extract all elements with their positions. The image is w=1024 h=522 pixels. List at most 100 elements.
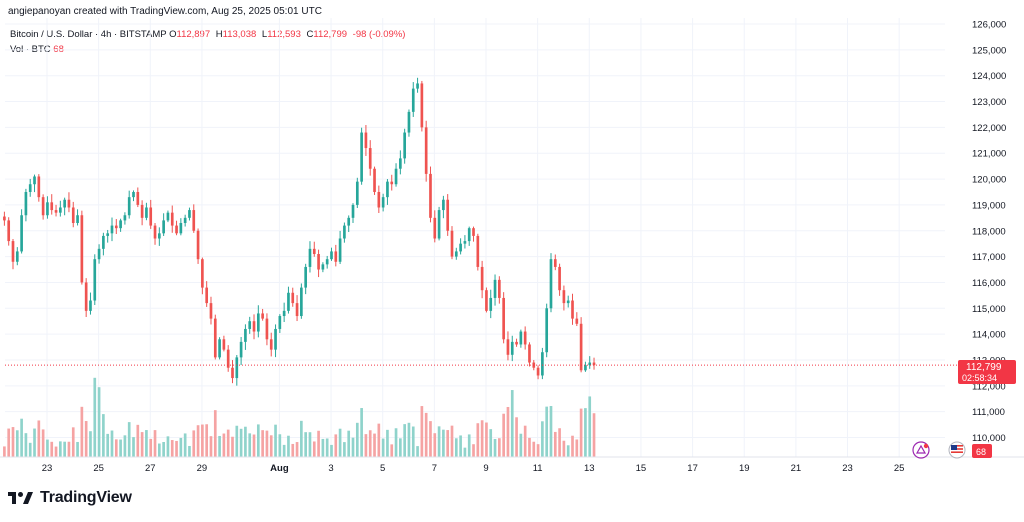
time-tick-label: 23 — [42, 463, 53, 474]
price-tick-label: 118,000 — [972, 226, 1006, 237]
volume-bar — [351, 437, 355, 457]
volume-bar — [84, 421, 88, 457]
volume-bar — [519, 433, 523, 457]
volume-bar — [355, 422, 359, 457]
candle-body — [416, 83, 419, 89]
candle-body — [244, 328, 247, 342]
candle-body — [433, 217, 437, 239]
legend-close-label: C — [306, 29, 314, 40]
volume-bar — [222, 433, 226, 457]
volume-bar — [11, 427, 15, 457]
volume-bar — [373, 433, 376, 457]
candle-body — [15, 251, 19, 262]
tradingview-logo[interactable]: TradingView — [8, 489, 132, 507]
volume-bar — [429, 421, 432, 457]
volume-bar — [192, 430, 196, 457]
volume-bar — [312, 441, 316, 457]
candle-body — [325, 259, 329, 265]
candle-body — [399, 158, 402, 169]
candle-body — [429, 173, 432, 218]
volume-bar — [498, 438, 501, 457]
candle-body — [140, 204, 144, 218]
candle-body — [523, 331, 527, 345]
candle-body — [71, 207, 75, 223]
candle-body — [549, 259, 553, 309]
candle-body — [364, 132, 368, 149]
volume-bar — [300, 420, 303, 457]
candle-body — [390, 181, 394, 185]
candle-body — [97, 248, 101, 260]
volume-bar — [472, 444, 475, 457]
volume-bar — [416, 446, 419, 457]
candle-body — [394, 168, 398, 185]
volume-bar — [170, 440, 174, 457]
candle-body — [510, 341, 514, 355]
candle-body — [571, 300, 574, 319]
candle-body — [252, 321, 256, 332]
candle-body — [446, 199, 450, 231]
candle-body — [407, 111, 411, 133]
legend-open-value: 112,897 — [176, 29, 211, 40]
candle-body — [377, 191, 381, 208]
attribution: angiepanoyan created with TradingView.co… — [8, 6, 322, 17]
volume-bar — [102, 414, 105, 457]
volume-bar — [123, 435, 127, 457]
volume-bar — [541, 421, 544, 457]
volume-bar — [459, 435, 462, 457]
price-tick-label: 110,000 — [972, 433, 1006, 444]
volume-bar — [140, 432, 144, 457]
price-tick-label: 123,000 — [972, 97, 1006, 108]
candle-body — [463, 241, 467, 244]
volume-bar — [205, 424, 209, 457]
volume-bar — [63, 441, 66, 457]
volume-bar — [588, 396, 592, 457]
candle-body — [80, 215, 84, 283]
volume-tag-value: 68 — [976, 447, 986, 457]
legend-symbol[interactable]: Bitcoin / U.S. Dollar · 4h · BITSTAMP — [10, 29, 167, 40]
candle-body — [519, 331, 523, 345]
events-icon[interactable] — [912, 441, 930, 459]
candle-body — [450, 230, 454, 257]
volume-bar — [579, 408, 583, 457]
candle-body — [300, 287, 303, 317]
volume-bar — [308, 432, 312, 457]
volume-bar — [106, 433, 110, 457]
time-tick-label: 27 — [145, 463, 156, 474]
candle-body — [386, 181, 389, 198]
volume-bar — [265, 430, 269, 457]
price-tick-label: 114,000 — [972, 330, 1006, 341]
volume-bar — [28, 442, 32, 457]
candle-body — [37, 176, 41, 198]
candle-body — [545, 308, 549, 353]
volume-bar — [20, 418, 23, 457]
legend-low-label: L — [261, 29, 268, 40]
legend-close-value: 112,799 — [313, 29, 348, 40]
volume-bar — [454, 438, 458, 457]
candle-body — [84, 282, 88, 311]
chart-grid — [5, 18, 945, 457]
volume-bar — [467, 434, 471, 457]
volume-bar — [67, 441, 71, 457]
legend-change: -98 (-0.09%) — [352, 29, 406, 40]
candle-body — [54, 210, 58, 213]
flag-icon[interactable] — [948, 441, 966, 459]
time-tick-label: 15 — [636, 463, 647, 474]
volume-bar — [338, 428, 342, 457]
volume-bar — [347, 430, 351, 457]
candle-body — [209, 303, 213, 319]
volume-bars — [3, 377, 596, 457]
candle-body — [188, 210, 191, 218]
candle-body — [480, 266, 484, 291]
time-tick-label: 23 — [842, 463, 853, 474]
volume-bar — [463, 447, 467, 457]
volume-bar — [575, 439, 579, 457]
candle-body — [347, 217, 351, 226]
volume-bar — [377, 423, 381, 457]
volume-bar — [196, 425, 200, 457]
volume-bar — [282, 444, 286, 457]
candle-body — [123, 215, 127, 221]
price-tick-label: 111,000 — [972, 407, 1005, 418]
volume-bar — [114, 439, 118, 457]
candle-body — [321, 264, 325, 270]
